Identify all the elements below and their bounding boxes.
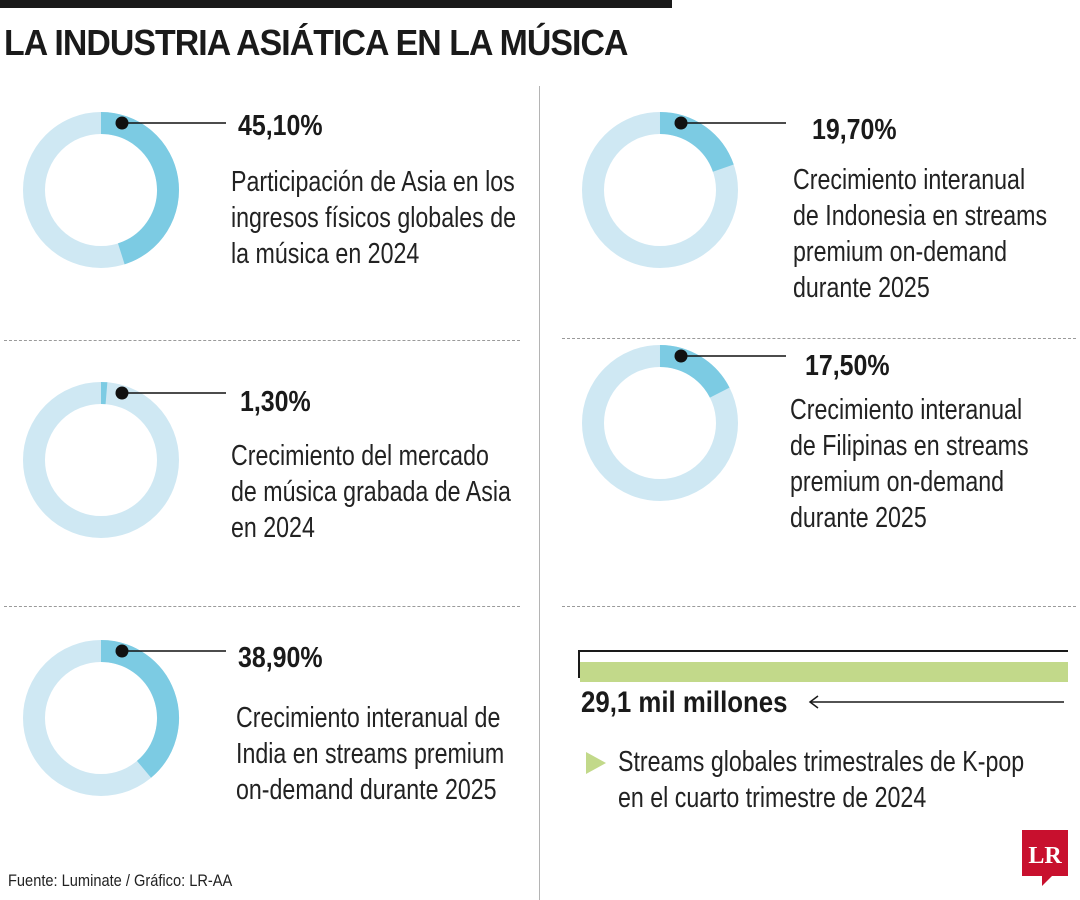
- kpop-bar-frame: [578, 650, 1068, 678]
- stat-value: 38,90%: [238, 642, 323, 674]
- lr-logo: LR: [1022, 830, 1068, 886]
- row-divider-left-1: [4, 340, 520, 341]
- row-divider-right-2: [562, 606, 1076, 607]
- donut-value-arc: [659, 345, 730, 398]
- bullet-triangle-icon: [586, 752, 606, 774]
- kpop-value: 29,1 mil millones: [581, 686, 788, 719]
- stat-description: Participación de Asia en los ingresos fí…: [231, 166, 517, 270]
- stat-description: Crecimiento interanual de India en strea…: [236, 702, 505, 806]
- stat-value: 45,10%: [238, 110, 323, 142]
- row-divider-right-1: [562, 338, 1076, 339]
- donut-value-arc: [100, 112, 179, 265]
- donut-value-arc: [659, 112, 734, 173]
- stat-value: 17,50%: [805, 350, 890, 382]
- logo-text: LR: [1028, 843, 1062, 869]
- page-title: LA INDUSTRIA ASIÁTICA EN LA MÚSICA: [4, 22, 628, 63]
- leader-dot: [115, 116, 129, 130]
- leader-dot: [674, 349, 688, 363]
- kpop-bar: [580, 662, 1068, 682]
- stat-value: 1,30%: [240, 386, 311, 418]
- row-divider-left-2: [4, 606, 520, 607]
- donut-value-arc: [100, 640, 179, 778]
- top-rule: [0, 0, 672, 8]
- stat-value: 19,70%: [812, 114, 897, 146]
- left-arrow-icon: [808, 695, 1064, 709]
- source-credit: Fuente: Luminate / Gráfico: LR-AA: [8, 871, 233, 890]
- kpop-description: Streams globales trimestrales de K-pop e…: [618, 746, 1025, 814]
- stat-description: Crecimiento interanual de Indonesia en s…: [793, 164, 1048, 304]
- column-divider: [539, 86, 540, 900]
- leader-dot: [115, 644, 129, 658]
- leader-dot: [115, 386, 129, 400]
- stat-description: Crecimiento del mercado de música grabad…: [231, 440, 511, 544]
- leader-dot: [674, 116, 688, 130]
- stat-description: Crecimiento interanual de Filipinas en s…: [790, 394, 1029, 534]
